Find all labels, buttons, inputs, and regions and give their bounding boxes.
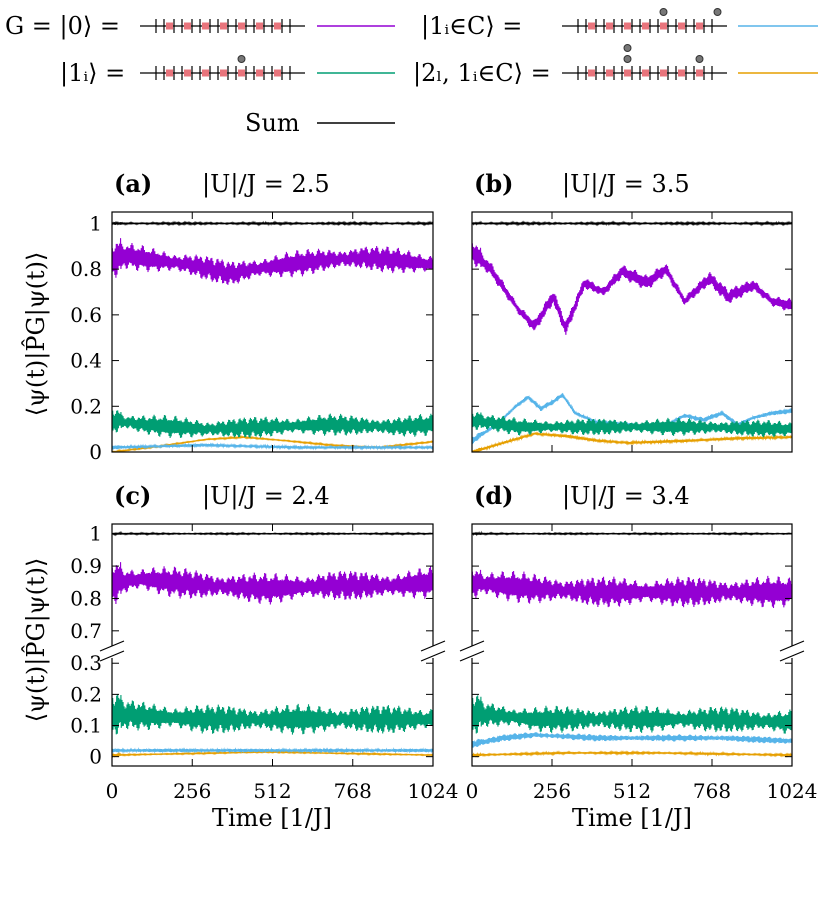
legend: G = |0⟩ = |1ᵢ∈C⟩ = |1ᵢ⟩ = |2ₗ, 1ᵢ∈C⟩ = S… (5, 8, 818, 137)
series-group (472, 530, 792, 758)
legend-label-one-i: |1ᵢ⟩ = (60, 59, 125, 88)
legend-label-ground: G = |0⟩ = (5, 12, 120, 41)
panel-frame (111, 523, 434, 767)
series-one-in-c (112, 747, 433, 754)
series-one-i (472, 695, 792, 734)
panel-b: (b) |U|/J = 3.5 (471, 169, 793, 453)
legend-entry-sum: Sum (245, 109, 395, 137)
legend-label-sum: Sum (245, 109, 300, 137)
x-tick-label: 256 (533, 779, 571, 803)
y-tick-label: 0 (89, 745, 102, 769)
series-one-in-c (472, 392, 792, 445)
panel-title: |U|/J = 3.4 (562, 482, 690, 511)
series-two-l (472, 749, 792, 758)
y-axis-label-top: ⟨ψ(t)|P̂G|ψ(t)⟩ (22, 252, 51, 417)
y-tick-label: 0 (89, 440, 102, 464)
panels: (a) |U|/J = 2.5 0 0.2 0.4 0.6 0.8 1 (b) |U|/J = 3… (70, 169, 817, 803)
x-tick-label: 0 (106, 779, 119, 803)
legend-entry-ground: G = |0⟩ = (5, 12, 395, 41)
x-tick-label: 0 (466, 779, 479, 803)
chain-one-particle-icon (140, 55, 305, 80)
panel-d: (d) |U|/J = 3.4 0 256 512 768 1024 (459, 481, 818, 803)
series-ground (112, 562, 433, 605)
series-group (472, 220, 792, 452)
x-tick-label: 768 (334, 779, 372, 803)
series-ground (472, 569, 792, 608)
y-tick-label: 0.6 (70, 303, 102, 327)
series-sum (112, 220, 433, 227)
x-axis-label-c: Time [1/J] (212, 804, 332, 832)
axis-break-gap (104, 646, 120, 658)
panel-label: (d) (474, 481, 514, 510)
axis-break-mark (779, 650, 805, 662)
panel-a: (a) |U|/J = 2.5 0 0.2 0.4 0.6 0.8 1 (70, 169, 434, 464)
series-one-i (112, 410, 433, 438)
chain-two-particles-icon (562, 8, 727, 33)
series-group (112, 220, 433, 452)
y-tick-label: 0.4 (70, 349, 102, 373)
x-tick-label: 512 (253, 779, 291, 803)
legend-entry-two-l: |2ₗ, 1ᵢ∈C⟩ = (413, 44, 818, 88)
y-tick-label: 1 (89, 211, 102, 235)
series-sum (472, 220, 792, 227)
panel-frame (471, 523, 793, 767)
panel-title: |U|/J = 2.5 (202, 170, 330, 199)
axis-break-gap (464, 646, 480, 658)
legend-entry-one-i: |1ᵢ⟩ = (60, 55, 395, 88)
panel-c: (c) |U|/J = 2.4 0 256 512 768 1024 0.7 0.8 0.9 1 0 0… (70, 481, 458, 803)
axis-break-gap (425, 646, 441, 658)
series-two-l (112, 750, 433, 759)
x-tick-label: 1024 (767, 779, 818, 803)
y-tick-label: 1 (89, 522, 102, 546)
axis-break-gap (784, 646, 800, 658)
axis-break-mark (459, 650, 485, 662)
series-ground (472, 243, 792, 335)
panel-label: (c) (114, 481, 151, 510)
axis-break-mark (420, 650, 446, 662)
x-axis-label-d: Time [1/J] (572, 804, 692, 832)
y-tick-label: 0.8 (70, 257, 102, 281)
x-tick-label: 768 (693, 779, 731, 803)
panel-label: (b) (474, 169, 514, 198)
panel-title: |U|/J = 2.4 (202, 482, 330, 511)
y-tick-label: 0.7 (70, 619, 102, 643)
axis-break-mark (420, 640, 446, 652)
axis-break-mark (779, 640, 805, 652)
panel-label: (a) (114, 169, 152, 198)
series-one-i (472, 412, 792, 438)
legend-label-two-l: |2ₗ, 1ᵢ∈C⟩ = (413, 59, 551, 88)
y-axis-label-bottom: ⟨ψ(t)|P̂G|ψ(t)⟩ (22, 558, 51, 723)
series-ground (112, 238, 433, 285)
axis-break-mark (459, 640, 485, 652)
y-tick-label: 0.2 (70, 682, 102, 706)
x-tick-label: 512 (613, 779, 651, 803)
panel-frame (111, 211, 434, 453)
y-tick-label: 0.2 (70, 394, 102, 418)
panel-title: |U|/J = 3.5 (562, 170, 690, 199)
y-tick-label: 0.9 (70, 554, 102, 578)
series-sum (112, 530, 433, 537)
x-tick-label: 256 (173, 779, 211, 803)
legend-entry-one-in-c: |1ᵢ∈C⟩ = (421, 8, 818, 41)
series-one-in-c (472, 731, 792, 748)
series-group (112, 530, 433, 759)
chain-three-particles-icon (562, 44, 727, 80)
series-one-i (112, 694, 433, 735)
x-tick-label: 1024 (408, 779, 459, 803)
y-tick-label: 0.8 (70, 586, 102, 610)
series-two-l (472, 431, 792, 452)
y-tick-label: 0.1 (70, 714, 102, 738)
series-sum (472, 530, 792, 537)
axis-break-mark (99, 650, 125, 662)
panel-frame (471, 211, 793, 453)
axis-break-mark (99, 640, 125, 652)
y-tick-label: 0.3 (70, 651, 102, 675)
legend-label-one-in-c: |1ᵢ∈C⟩ = (421, 12, 522, 41)
chain-empty-icon (140, 19, 305, 33)
